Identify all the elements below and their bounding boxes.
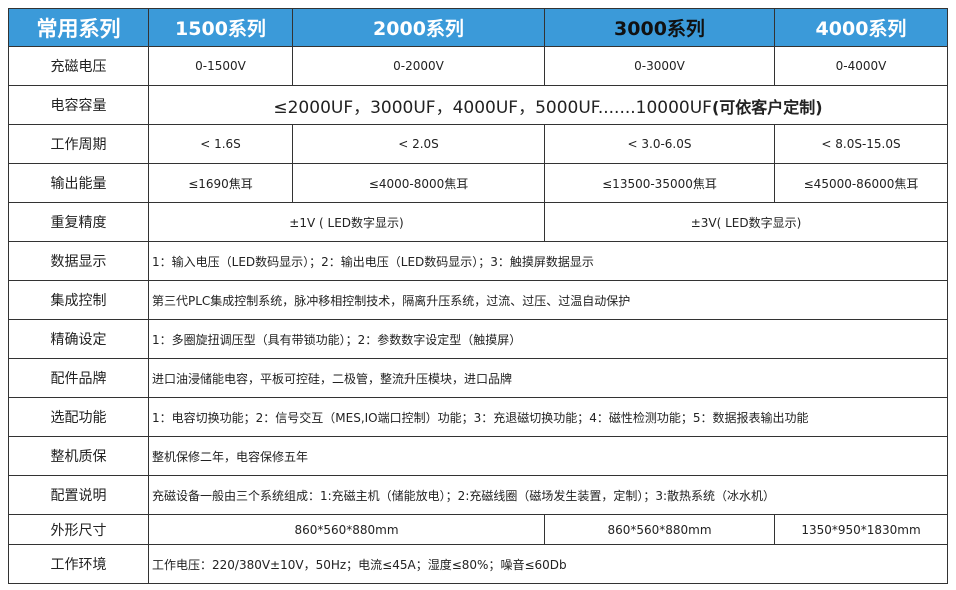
row-label: 输出能量 xyxy=(8,163,149,203)
cell: ≤1690焦耳 xyxy=(148,163,293,203)
row-label: 工作环境 xyxy=(8,544,149,584)
cell: 1：电容切换功能；2：信号交互（MES,IO端口控制）功能；3：充退磁切换功能；… xyxy=(148,397,948,437)
capacitance-values: ≤2000UF，3000UF，4000UF，5000UF.......10000… xyxy=(273,97,712,118)
row-label: 选配功能 xyxy=(8,397,149,437)
header-3000-series: 3000系列 xyxy=(544,8,775,47)
cell: 整机保修二年，电容保修五年 xyxy=(148,436,948,476)
cell: ≤4000-8000焦耳 xyxy=(292,163,545,203)
header-row: 常用系列 1500系列 2000系列 3000系列 4000系列 xyxy=(8,8,948,47)
header-2000-series: 2000系列 xyxy=(292,8,545,47)
cell: ≤45000-86000焦耳 xyxy=(774,163,948,203)
cell: 0-1500V xyxy=(148,46,293,86)
cell: ≤2000UF，3000UF，4000UF，5000UF.......10000… xyxy=(148,85,948,125)
cell: < 3.0-6.0S xyxy=(544,124,775,164)
row-control: 集成控制 第三代PLC集成控制系统，脉冲移相控制技术，隔离升压系统，过流、过压、… xyxy=(8,280,948,320)
cell: 充磁设备一般由三个系统组成：1:充磁主机（储能放电）；2:充磁线圈（磁场发生装置… xyxy=(148,475,948,515)
cell: ±1V ( LED数字显示) xyxy=(148,202,545,242)
row-parts: 配件品牌 进口油浸储能电容，平板可控硅，二极管，整流升压模块，进口品牌 xyxy=(8,358,948,398)
row-options: 选配功能 1：电容切换功能；2：信号交互（MES,IO端口控制）功能；3：充退磁… xyxy=(8,397,948,437)
header-common-series: 常用系列 xyxy=(8,8,149,47)
cell: ≤13500-35000焦耳 xyxy=(544,163,775,203)
row-label: 精确设定 xyxy=(8,319,149,359)
cell: 0-4000V xyxy=(774,46,948,86)
capacitance-custom-note: (可依客户定制) xyxy=(711,97,823,117)
row-cycle: 工作周期 < 1.6S < 2.0S < 3.0-6.0S < 8.0S-15.… xyxy=(8,124,948,164)
cell: 0-2000V xyxy=(292,46,545,86)
cell: 860*560*880mm xyxy=(148,514,545,545)
row-label: 外形尺寸 xyxy=(8,514,149,545)
cell: < 8.0S-15.0S xyxy=(774,124,948,164)
row-label: 配置说明 xyxy=(8,475,149,515)
row-label: 集成控制 xyxy=(8,280,149,320)
row-label: 整机质保 xyxy=(8,436,149,476)
row-precision: 重复精度 ±1V ( LED数字显示) ±3V( LED数字显示) xyxy=(8,202,948,242)
row-capacitance: 电容容量 ≤2000UF，3000UF，4000UF，5000UF.......… xyxy=(8,85,948,125)
cell: < 2.0S xyxy=(292,124,545,164)
cell: ±3V( LED数字显示) xyxy=(544,202,948,242)
row-setting: 精确设定 1：多圈旋扭调压型（具有带锁功能）；2：参数数字设定型（触摸屏） xyxy=(8,319,948,359)
row-environment: 工作环境 工作电压：220/380V±10V，50Hz；电流≤45A；湿度≤80… xyxy=(8,544,948,584)
spec-table: 常用系列 1500系列 2000系列 3000系列 4000系列 充磁电压 0-… xyxy=(8,8,948,584)
row-label: 充磁电压 xyxy=(8,46,149,86)
row-dimensions: 外形尺寸 860*560*880mm 860*560*880mm 1350*95… xyxy=(8,514,948,545)
cell: < 1.6S xyxy=(148,124,293,164)
cell: 1350*950*1830mm xyxy=(774,514,948,545)
row-label: 配件品牌 xyxy=(8,358,149,398)
cell: 第三代PLC集成控制系统，脉冲移相控制技术，隔离升压系统，过流、过压、过温自动保… xyxy=(148,280,948,320)
cell: 0-3000V xyxy=(544,46,775,86)
row-label: 数据显示 xyxy=(8,241,149,281)
header-4000-series: 4000系列 xyxy=(774,8,948,47)
row-label: 工作周期 xyxy=(8,124,149,164)
row-voltage: 充磁电压 0-1500V 0-2000V 0-3000V 0-4000V xyxy=(8,46,948,86)
row-energy: 输出能量 ≤1690焦耳 ≤4000-8000焦耳 ≤13500-35000焦耳… xyxy=(8,163,948,203)
row-label: 电容容量 xyxy=(8,85,149,125)
cell: 进口油浸储能电容，平板可控硅，二极管，整流升压模块，进口品牌 xyxy=(148,358,948,398)
row-label: 重复精度 xyxy=(8,202,149,242)
cell: 1：多圈旋扭调压型（具有带锁功能）；2：参数数字设定型（触摸屏） xyxy=(148,319,948,359)
row-display: 数据显示 1：输入电压（LED数码显示）；2：输出电压（LED数码显示）；3：触… xyxy=(8,241,948,281)
header-1500-series: 1500系列 xyxy=(148,8,293,47)
cell: 860*560*880mm xyxy=(544,514,775,545)
row-config: 配置说明 充磁设备一般由三个系统组成：1:充磁主机（储能放电）；2:充磁线圈（磁… xyxy=(8,475,948,515)
cell: 工作电压：220/380V±10V，50Hz；电流≤45A；湿度≤80%；噪音≤… xyxy=(148,544,948,584)
row-warranty: 整机质保 整机保修二年，电容保修五年 xyxy=(8,436,948,476)
cell: 1：输入电压（LED数码显示）；2：输出电压（LED数码显示）；3：触摸屏数据显… xyxy=(148,241,948,281)
